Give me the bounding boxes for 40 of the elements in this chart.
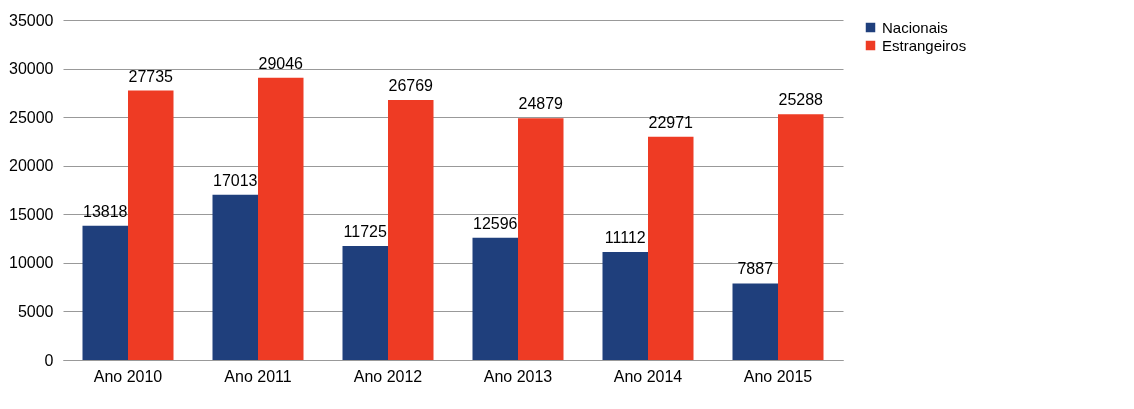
data-label: 24879	[518, 95, 564, 113]
data-label: 22971	[648, 113, 694, 131]
y-tick-label: 10000	[9, 254, 54, 272]
y-tick-label: 30000	[9, 60, 54, 78]
data-label: 26769	[388, 76, 434, 94]
bar	[732, 283, 778, 360]
x-tick-label: Ano 2014	[613, 367, 683, 385]
bar	[472, 237, 518, 360]
y-tick-label: 25000	[9, 108, 54, 126]
x-tick-label: Ano 2012	[353, 367, 423, 385]
data-label: 29046	[258, 54, 304, 72]
y-tick-label: 20000	[9, 157, 54, 175]
y-tick-label: 15000	[9, 205, 54, 223]
bar	[602, 252, 648, 360]
legend-label: Estrangeiros	[882, 36, 967, 54]
data-label: 7887	[737, 260, 774, 278]
x-tick-label: Ano 2011	[224, 367, 292, 385]
data-label: 11112	[604, 229, 646, 247]
bar	[82, 225, 128, 360]
data-label: 27735	[128, 67, 174, 85]
data-label: 25288	[778, 91, 824, 109]
x-tick-label: Ano 2010	[93, 367, 163, 385]
bar	[128, 90, 174, 360]
bar	[342, 246, 388, 360]
data-label: 11725	[343, 223, 387, 241]
y-tick-label: 5000	[17, 302, 54, 320]
bar	[258, 77, 304, 360]
y-tick-label: 0	[44, 351, 54, 369]
y-tick-label: 35000	[9, 11, 54, 29]
bar	[518, 118, 564, 360]
bar	[778, 114, 824, 360]
bar	[212, 194, 258, 360]
x-tick-label: Ano 2015	[743, 367, 813, 385]
bar	[648, 136, 694, 360]
legend-label: Nacionais	[882, 18, 948, 36]
x-tick-label: Ano 2013	[483, 367, 553, 385]
data-label: 13818	[83, 202, 128, 220]
data-label: 17013	[213, 171, 258, 189]
bar	[388, 99, 434, 360]
data-label: 12596	[473, 214, 518, 232]
